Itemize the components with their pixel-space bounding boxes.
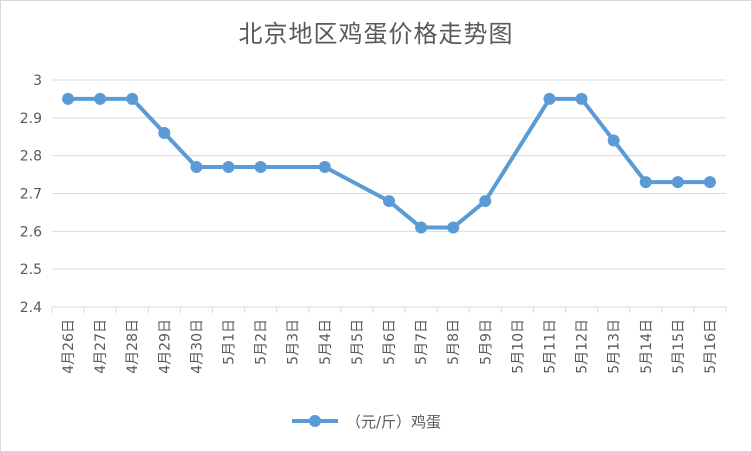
data-point [94, 92, 107, 105]
x-tick-label: 5月1日 [222, 319, 238, 365]
x-tick-label: 5月13日 [607, 319, 623, 374]
x-tick-label: 5月2日 [254, 319, 270, 365]
legend-swatch [292, 410, 338, 432]
x-tick-label: 5月10日 [510, 319, 526, 374]
y-tick-label: 2.8 [20, 149, 42, 165]
x-tick-label: 5月11日 [542, 319, 558, 374]
x-tick-label: 5月3日 [286, 319, 302, 365]
data-point [479, 195, 492, 208]
data-point [126, 92, 139, 105]
data-point [158, 126, 171, 139]
data-point [62, 92, 75, 105]
x-tick-label: 5月14日 [639, 319, 655, 374]
x-tick-label: 5月12日 [575, 319, 591, 374]
x-tick-label: 4月26日 [61, 319, 77, 374]
data-point [383, 195, 395, 208]
data-point [639, 176, 652, 189]
legend-label: （元/斤）鸡蛋 [346, 412, 442, 431]
data-point [543, 92, 556, 105]
data-point [190, 161, 203, 174]
y-tick-label: 2.5 [20, 262, 42, 278]
x-tick-label: 5月8日 [446, 319, 462, 365]
x-tick-label: 4月28日 [125, 319, 141, 374]
gridlines [51, 79, 727, 313]
series-layer [62, 92, 716, 234]
legend: （元/斤）鸡蛋 [292, 410, 441, 432]
data-point [607, 134, 620, 147]
x-tick-label: 5月6日 [382, 319, 398, 365]
x-tick-label: 4月30日 [189, 319, 205, 374]
x-tick-label: 5月7日 [414, 319, 430, 365]
x-tick-label: 5月9日 [478, 319, 494, 365]
data-point [703, 176, 716, 189]
y-tick-label: 2.6 [20, 224, 42, 240]
data-point [415, 221, 428, 234]
x-tick-label: 5月4日 [318, 319, 334, 365]
chart-title: 北京地区鸡蛋价格走势图 [238, 20, 514, 48]
x-tick-label: 5月5日 [350, 319, 366, 365]
data-point [447, 221, 460, 234]
y-tick-label: 2.4 [20, 300, 42, 316]
x-tick-label: 4月29日 [157, 319, 173, 374]
x-axis-ticks: 4月26日 4月27日 4月28日 4月29日 4月30日 5月1日 5月2日 5月3日 5月4… [61, 319, 719, 374]
x-tick-label: 5月15日 [671, 319, 687, 374]
data-point [671, 176, 684, 189]
y-tick-label: 3 [33, 73, 42, 89]
data-point [222, 161, 235, 174]
y-tick-label: 2.7 [20, 187, 42, 203]
series-line [66, 96, 712, 230]
data-point [575, 92, 588, 105]
y-tick-label: 2.9 [20, 111, 42, 127]
y-axis-ticks: 2.4 2.5 2.6 2.7 2.8 2.9 3 [20, 73, 42, 316]
x-tick-label: 4月27日 [93, 319, 109, 374]
data-point [318, 161, 331, 174]
x-tick-label: 5月16日 [703, 319, 719, 374]
data-point [254, 161, 267, 174]
